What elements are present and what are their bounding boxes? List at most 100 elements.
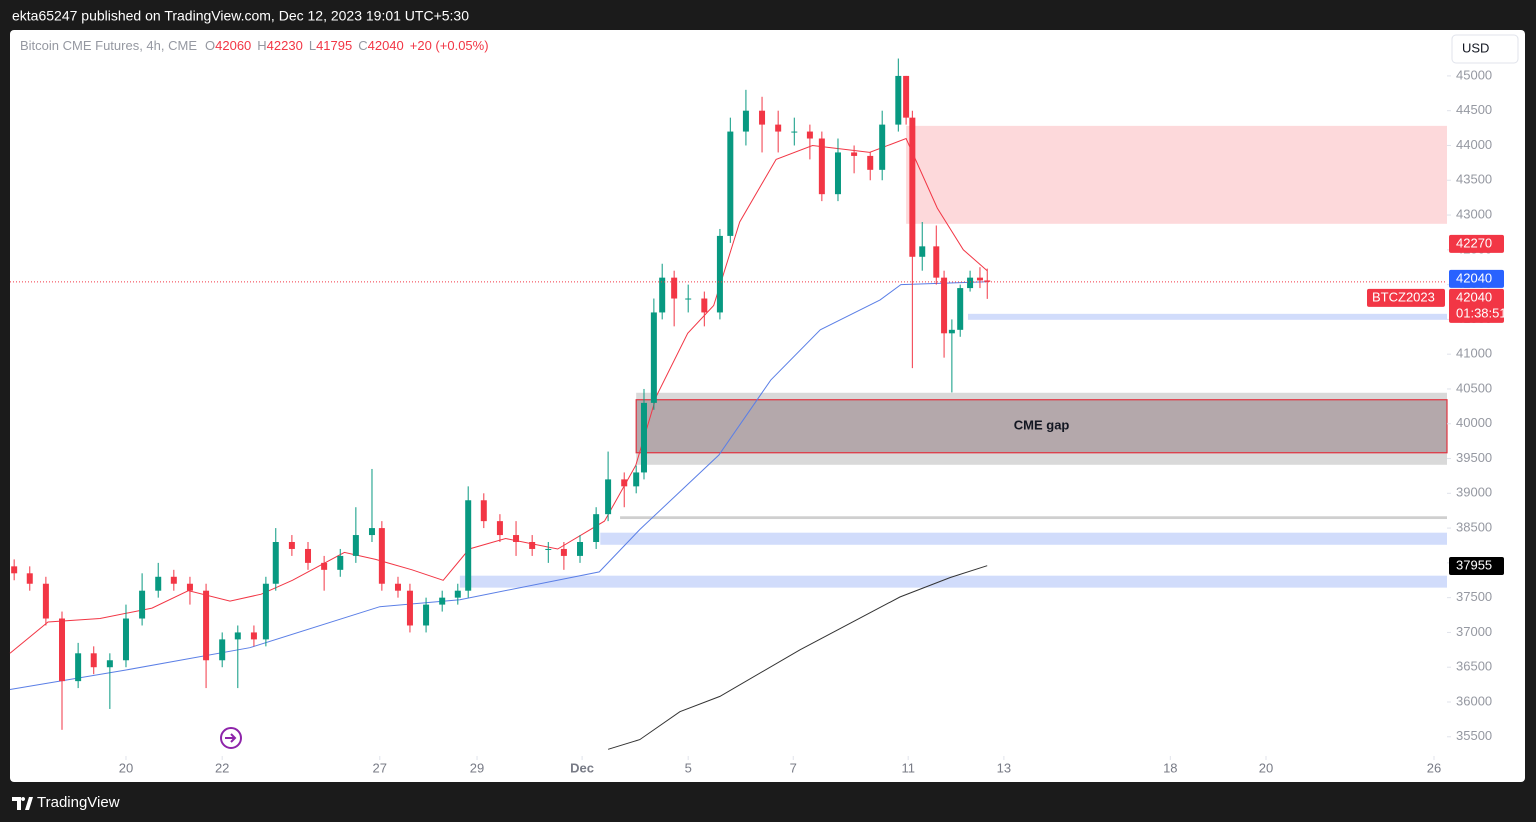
candle-body xyxy=(262,583,269,640)
symbol-label: BTCZ2023 xyxy=(1372,289,1435,304)
y-tick-label: 40000 xyxy=(1456,415,1492,430)
candle-body xyxy=(671,277,678,299)
logo-mark xyxy=(12,797,33,810)
plot-area: CME gap xyxy=(9,58,1448,750)
legend-key: C xyxy=(358,38,367,53)
candle-body xyxy=(759,110,766,125)
candle-body xyxy=(957,288,964,330)
candle-body xyxy=(465,500,472,591)
candle-body xyxy=(26,573,33,584)
moving-average xyxy=(9,281,988,690)
zone xyxy=(459,575,1447,588)
candle-body xyxy=(139,590,146,619)
candle-body xyxy=(851,152,858,156)
candle-body xyxy=(423,604,430,626)
candle-body xyxy=(560,548,567,556)
candle-body xyxy=(439,597,446,605)
candle-body xyxy=(321,562,328,570)
candle-body xyxy=(685,298,692,300)
event-arrow xyxy=(225,733,237,743)
x-tick-label: 13 xyxy=(997,760,1011,775)
x-tick-label: 20 xyxy=(119,760,133,775)
candle-body xyxy=(545,548,552,550)
candle-body xyxy=(203,590,210,661)
x-tick-label: 27 xyxy=(373,760,387,775)
candle-body xyxy=(775,124,782,132)
zone-label: CME gap xyxy=(1014,418,1070,433)
candle-body xyxy=(42,583,49,619)
price-countdown: 01:38:51 xyxy=(1456,305,1507,320)
candle-body xyxy=(742,110,749,132)
candle-body xyxy=(155,576,162,591)
y-tick-label: 43500 xyxy=(1456,172,1492,187)
price-label: 42270 xyxy=(1456,235,1492,250)
candle-body xyxy=(933,246,940,278)
candle-body xyxy=(941,277,948,334)
candle-body xyxy=(234,632,241,640)
y-tick-label: 36500 xyxy=(1456,659,1492,674)
zone xyxy=(906,125,1447,224)
candle-body xyxy=(701,298,708,313)
x-tick-label: 18 xyxy=(1163,760,1177,775)
y-tick-label: 39000 xyxy=(1456,485,1492,500)
x-tick-label: Dec xyxy=(570,760,594,775)
legend-key: O xyxy=(205,38,215,53)
candle-body xyxy=(11,566,18,574)
legend-change: +20 (+0.05%) xyxy=(410,38,489,53)
candle-body xyxy=(106,660,113,668)
price-label: 42040 xyxy=(1456,270,1492,285)
y-tick-label: 39500 xyxy=(1456,450,1492,465)
candle-body xyxy=(818,138,825,195)
y-tick-label: 37000 xyxy=(1456,624,1492,639)
candle-body xyxy=(480,500,487,522)
candle-body xyxy=(529,542,536,549)
candle-body xyxy=(650,312,657,403)
candle-body xyxy=(59,618,66,682)
candle-body xyxy=(984,280,991,282)
x-tick-label: 5 xyxy=(685,760,692,775)
candle-body xyxy=(250,632,257,640)
currency-button[interactable] xyxy=(1451,34,1519,64)
legend-value: 41795 xyxy=(316,38,352,53)
candle-body xyxy=(903,75,910,118)
candle-body xyxy=(806,131,813,139)
candle-body xyxy=(879,124,886,170)
y-tick-label: 43000 xyxy=(1456,206,1492,221)
candle-body xyxy=(976,277,983,281)
y-tick-label: 37500 xyxy=(1456,589,1492,604)
candle-body xyxy=(406,590,413,626)
candle-body xyxy=(909,117,916,257)
candle-body xyxy=(659,277,666,313)
candle-body xyxy=(633,472,640,487)
brand-logo xyxy=(12,797,33,810)
price-label-bg xyxy=(1449,234,1504,253)
y-tick-label: 44500 xyxy=(1456,102,1492,117)
candle-body xyxy=(75,653,82,682)
legend-value: 42040 xyxy=(368,38,404,53)
candle-body xyxy=(378,528,385,584)
candle-body xyxy=(90,653,97,668)
candle-body xyxy=(305,548,312,563)
symbol-label-bg xyxy=(1367,288,1445,307)
y-tick-label: 41000 xyxy=(1456,346,1492,361)
candle-body xyxy=(727,131,734,236)
candle-body xyxy=(593,514,600,542)
candle-body xyxy=(513,535,520,542)
candle-body xyxy=(577,542,584,556)
y-tick-label: 40500 xyxy=(1456,380,1492,395)
brand-name[interactable]: TradingView xyxy=(37,794,120,811)
x-tick-label: 26 xyxy=(1427,760,1441,775)
candle-body xyxy=(368,528,375,536)
currency[interactable]: USD xyxy=(1462,40,1489,55)
price-label-bg xyxy=(1449,557,1504,575)
candle-body xyxy=(288,542,295,549)
candle-body xyxy=(791,131,798,133)
legend: Bitcoin CME Futures, 4h, CME O42060 H42230… xyxy=(20,38,489,53)
event-icon[interactable] xyxy=(220,727,242,749)
zone xyxy=(635,399,1448,454)
candle-body xyxy=(948,329,955,334)
y-tick-label: 38500 xyxy=(1456,520,1492,535)
zone xyxy=(600,532,1447,545)
zone xyxy=(968,313,1447,320)
